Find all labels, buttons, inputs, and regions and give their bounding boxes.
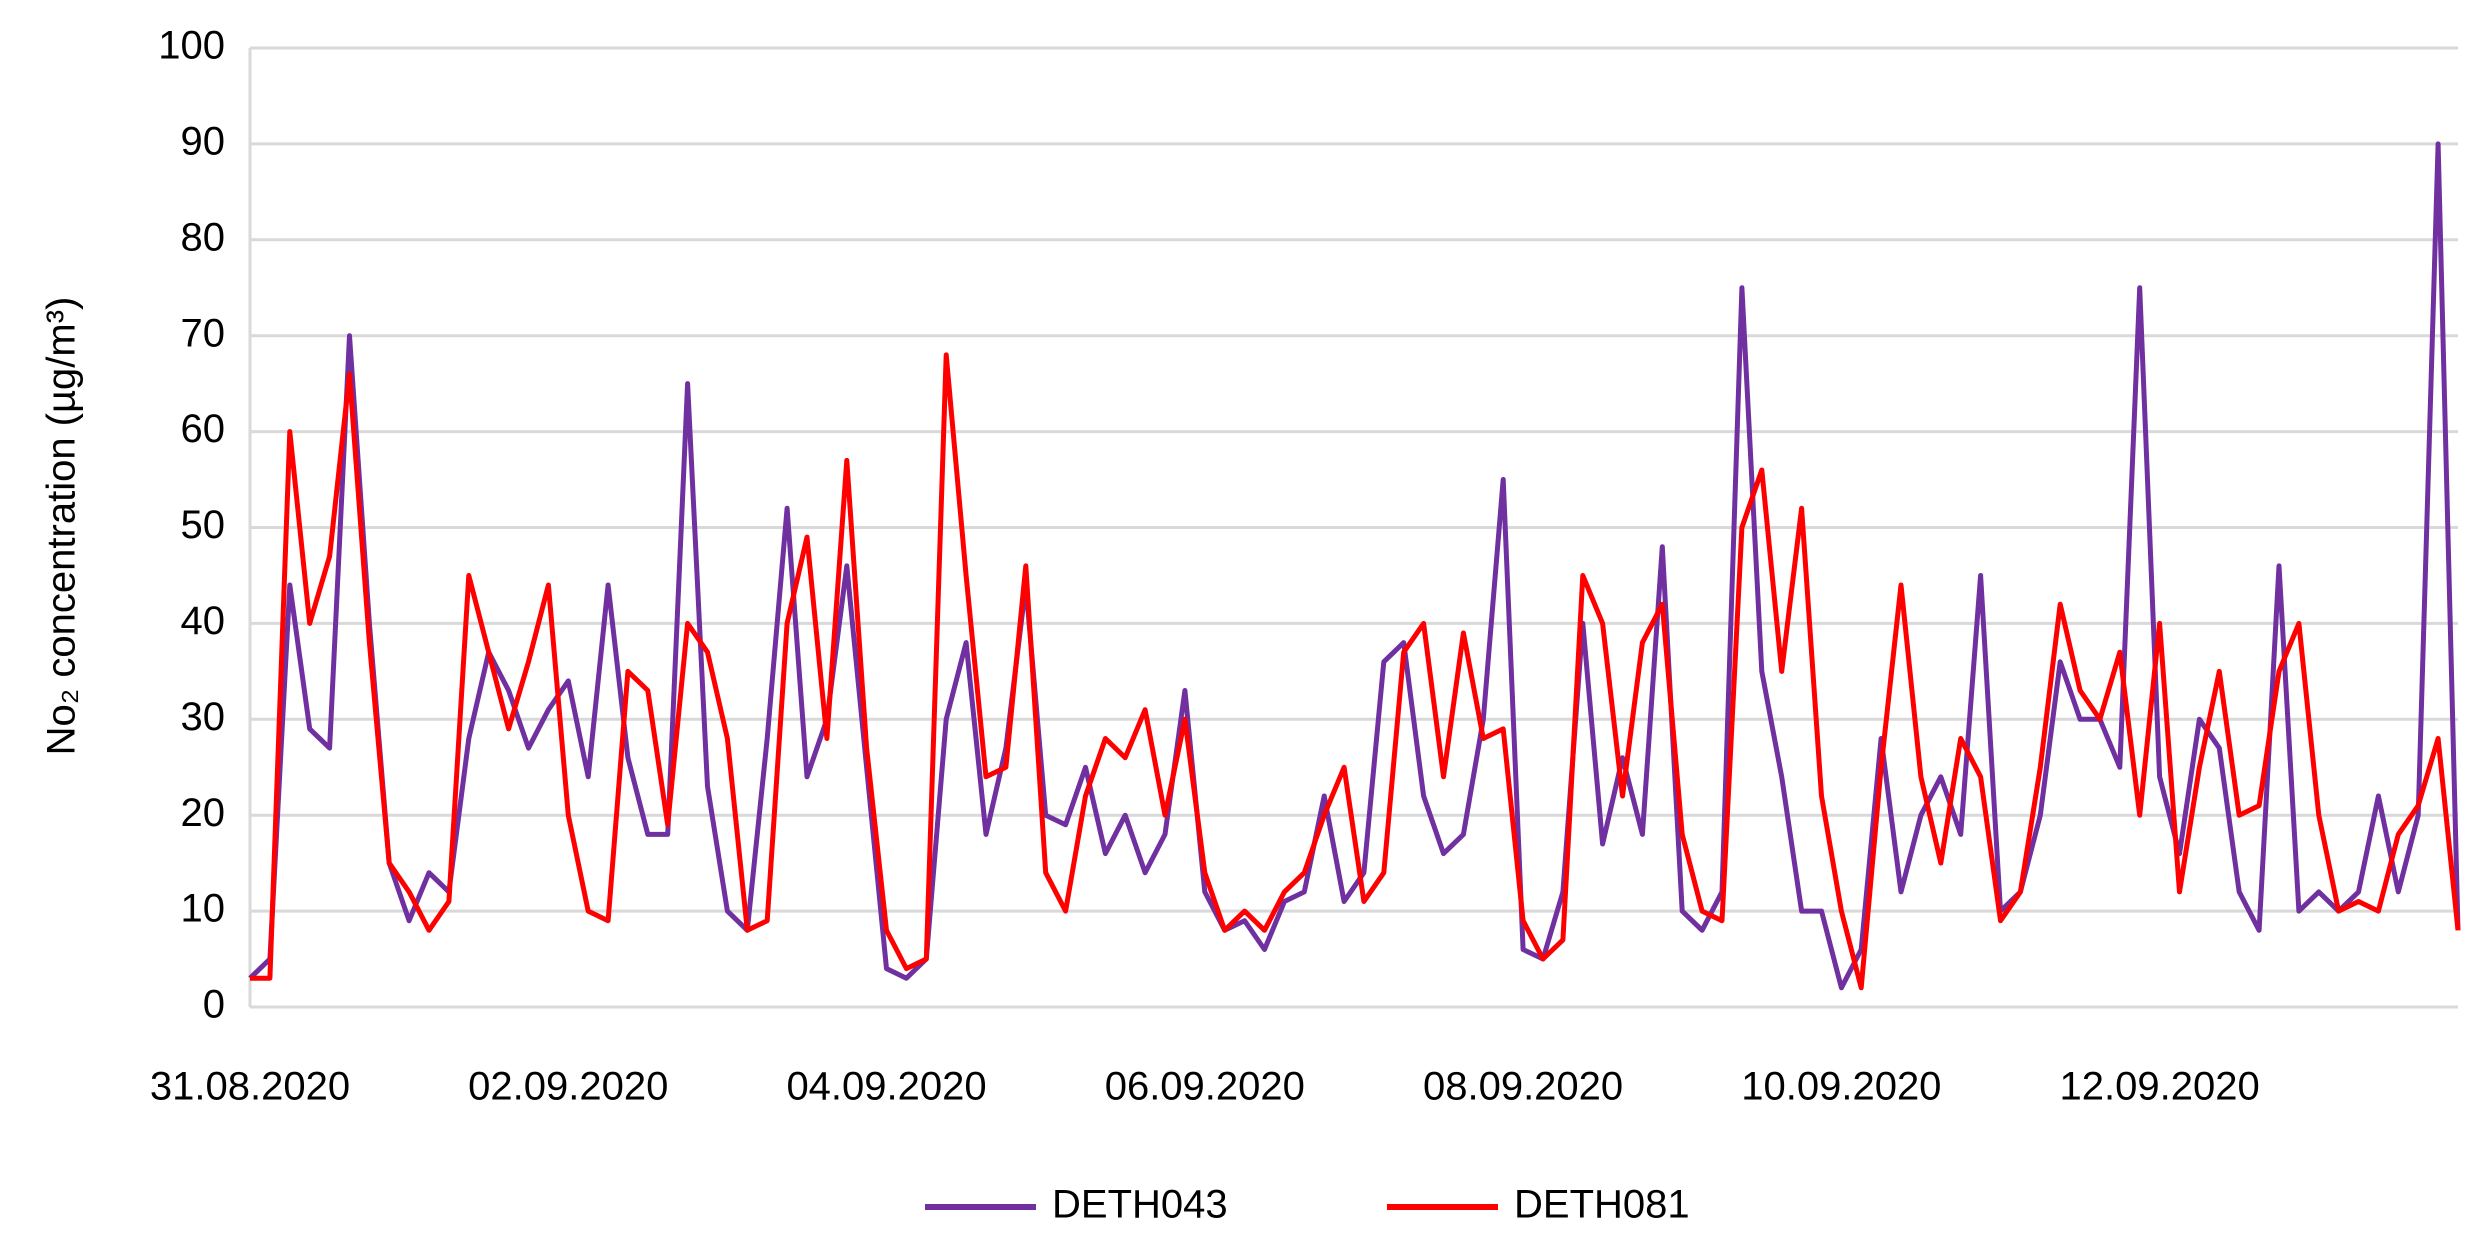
y-tick-label: 10 bbox=[181, 887, 226, 931]
x-tick-label: 04.09.2020 bbox=[786, 1065, 986, 1109]
y-tick-label: 40 bbox=[181, 599, 226, 643]
y-tick-label: 20 bbox=[181, 791, 226, 835]
y-tick-label: 50 bbox=[181, 503, 226, 547]
y-tick-label: 70 bbox=[181, 311, 226, 355]
x-tick-label: 08.09.2020 bbox=[1423, 1065, 1623, 1109]
x-tick-label: 02.09.2020 bbox=[468, 1065, 668, 1109]
legend-label: DETH081 bbox=[1514, 1183, 1690, 1227]
y-tick-label: 60 bbox=[181, 407, 226, 451]
data-line bbox=[248, 141, 2461, 991]
x-tick-label: 12.09.2020 bbox=[2060, 1065, 2260, 1109]
y-tick-label: 80 bbox=[181, 215, 226, 259]
y-tick-label: 100 bbox=[158, 24, 225, 68]
x-tick-label: 06.09.2020 bbox=[1105, 1065, 1305, 1109]
y-tick-label: 30 bbox=[181, 695, 226, 739]
x-tick-label: 10.09.2020 bbox=[1741, 1065, 1941, 1109]
y-tick-label: 0 bbox=[203, 983, 225, 1027]
y-tick-label: 90 bbox=[181, 119, 226, 163]
legend-label: DETH043 bbox=[1052, 1183, 1228, 1227]
y-axis-label: No₂ concentration (µg/m³) bbox=[40, 297, 84, 756]
data-line bbox=[250, 352, 2461, 991]
x-tick-label: 31.08.2020 bbox=[150, 1065, 350, 1109]
